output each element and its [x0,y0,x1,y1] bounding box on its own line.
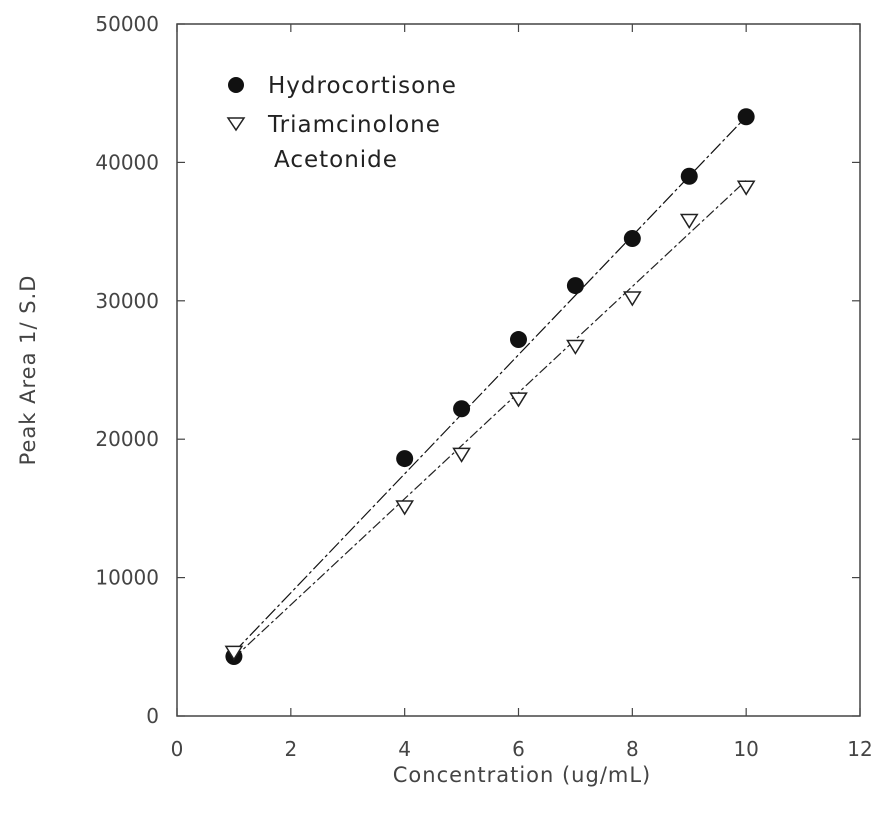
x-tick-label: 10 [733,737,758,761]
data-markers [224,108,756,665]
data-point-triamcinolone [224,645,244,661]
data-point-hydrocortisone [453,400,471,418]
data-point-hydrocortisone [623,230,641,248]
fit-line [233,179,747,659]
y-tick-label: 10000 [95,566,159,590]
x-tick-label: 2 [284,737,297,761]
x-tick-label: 6 [512,737,525,761]
legend-label-triamcinolone-line1: Triamcinolone [267,112,441,138]
legend: Hydrocortisone Triamcinolone Acetonide [226,73,457,173]
x-axis-label: Concentration (ug/mL) [393,763,652,787]
y-axis-label: Peak Area 1/ S.D [16,275,40,466]
data-point-hydrocortisone [510,331,527,349]
data-point-triamcinolone [509,392,528,408]
legend-label-hydrocortisone: Hydrocortisone [268,73,457,99]
data-point-triamcinolone [452,447,471,463]
data-point-hydrocortisone [737,108,755,126]
data-point-triamcinolone [679,213,699,229]
y-tick-label: 0 [146,704,159,728]
y-tick-label: 50000 [95,12,159,36]
x-tick-label: 4 [398,737,411,761]
y-tick-label: 20000 [95,427,159,451]
legend-marker-triamcinolone [226,117,246,132]
axis-ticks: 0 2 4 6 8 10 12 0 10000 20000 30000 40000 50000 [95,12,872,761]
legend-marker-hydrocortisone [228,77,244,93]
fit-line [233,116,747,653]
x-tick-label: 8 [626,737,639,761]
x-tick-label: 0 [171,737,184,761]
data-point-hydrocortisone [680,167,698,185]
y-tick-label: 30000 [95,289,159,313]
data-point-triamcinolone [622,291,642,307]
legend-label-triamcinolone-line2: Acetonide [274,147,398,173]
x-tick-label: 12 [847,737,872,761]
y-tick-label: 40000 [95,150,159,174]
fit-lines [233,116,747,659]
data-point-hydrocortisone [396,450,414,468]
data-point-triamcinolone [395,500,415,516]
data-point-triamcinolone [736,180,756,196]
data-point-hydrocortisone [566,277,584,295]
data-point-triamcinolone [566,339,585,355]
